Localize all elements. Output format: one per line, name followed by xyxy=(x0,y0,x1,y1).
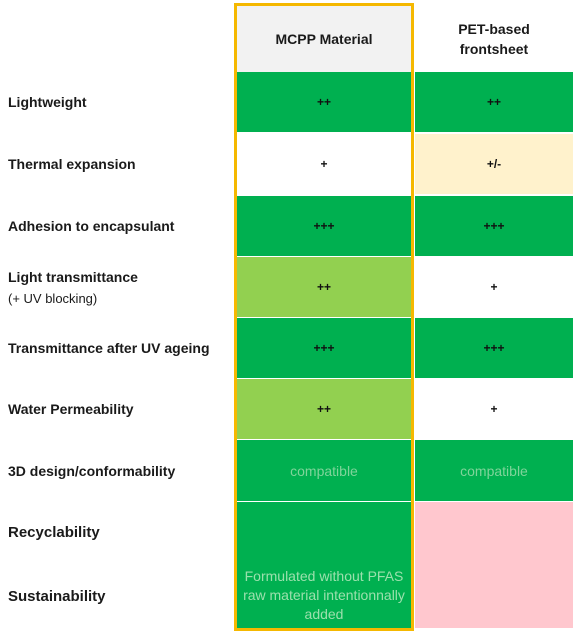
cell-value: compatible xyxy=(460,462,528,479)
cell-value: ++ xyxy=(316,402,331,416)
cell-pet-adhesion: +++ xyxy=(415,196,573,256)
header-pet: PET-based frontsheet xyxy=(415,6,573,72)
row-label-text: Water Permeability xyxy=(8,401,134,417)
row-label-text: Recyclability xyxy=(8,523,100,541)
row-label-text: 3D design/conformability xyxy=(8,462,176,479)
cell-value: + xyxy=(490,402,498,416)
row-label-recyclability: Recyclability xyxy=(8,502,100,562)
row-label-text: Sustainability xyxy=(8,587,106,605)
cell-pet-3d-design: compatible xyxy=(415,440,573,501)
row-label-text: Light transmittance xyxy=(8,268,138,285)
cell-value: compatible xyxy=(290,462,358,479)
cell-value: +/- xyxy=(486,157,502,171)
cell-pet-water-permeability: + xyxy=(415,379,573,439)
row-label-3d-design: 3D design/conformability xyxy=(8,440,175,501)
cell-mcpp-3d-design: compatible xyxy=(237,440,411,501)
cell-value: ++ xyxy=(486,95,501,109)
row-label-subtext: (+ UV blocking) xyxy=(8,290,98,306)
cell-pet-lightweight: ++ xyxy=(415,72,573,132)
cell-mcpp-thermal-expansion: + xyxy=(237,134,411,194)
row-label-transmittance-uv-ageing: Transmittance after UV ageing xyxy=(8,318,210,378)
row-label-sustainability: Sustainability xyxy=(8,565,106,627)
cell-value: +++ xyxy=(483,219,505,233)
cell-value: +++ xyxy=(313,219,335,233)
row-label-lightweight: Lightweight xyxy=(8,72,87,132)
row-label-text: Adhesion to encapsulant xyxy=(8,218,175,234)
row-label-thermal-expansion: Thermal expansion xyxy=(8,134,136,194)
cell-mcpp-light-transmittance: ++ xyxy=(237,257,411,317)
cell-mcpp-recyclability-sustainability: Formulated without PFAS raw material int… xyxy=(237,502,411,628)
cell-mcpp-transmittance-uv: +++ xyxy=(237,318,411,378)
header-mcpp: MCPP Material xyxy=(237,6,411,72)
cell-pet-transmittance-uv: +++ xyxy=(415,318,573,378)
cell-value: +++ xyxy=(483,341,505,355)
header-pet-label: PET-based frontsheet xyxy=(458,21,530,57)
cell-value: + xyxy=(490,280,498,294)
cell-mcpp-lightweight: ++ xyxy=(237,72,411,132)
row-label-text: Thermal expansion xyxy=(8,156,136,172)
cell-value: ++ xyxy=(316,280,331,294)
cell-value: +++ xyxy=(313,341,335,355)
row-label-adhesion: Adhesion to encapsulant xyxy=(8,196,174,256)
cell-value: + xyxy=(320,157,328,171)
row-label-text: Lightweight xyxy=(8,94,87,110)
cell-pet-recyclability-sustainability xyxy=(415,502,573,628)
row-label-water-permeability: Water Permeability xyxy=(8,379,134,439)
cell-pet-thermal-expansion: +/- xyxy=(415,134,573,194)
header-mcpp-label: MCPP Material xyxy=(275,31,373,47)
cell-mcpp-water-permeability: ++ xyxy=(237,379,411,439)
cell-pet-light-transmittance: + xyxy=(415,257,573,317)
cell-value-sustainability: Formulated without PFAS raw material int… xyxy=(243,568,405,622)
row-label-text: Transmittance after UV ageing xyxy=(8,340,210,356)
row-label-light-transmittance: Light transmittance (+ UV blocking) xyxy=(8,257,138,317)
cell-mcpp-adhesion: +++ xyxy=(237,196,411,256)
cell-value: ++ xyxy=(316,95,331,109)
